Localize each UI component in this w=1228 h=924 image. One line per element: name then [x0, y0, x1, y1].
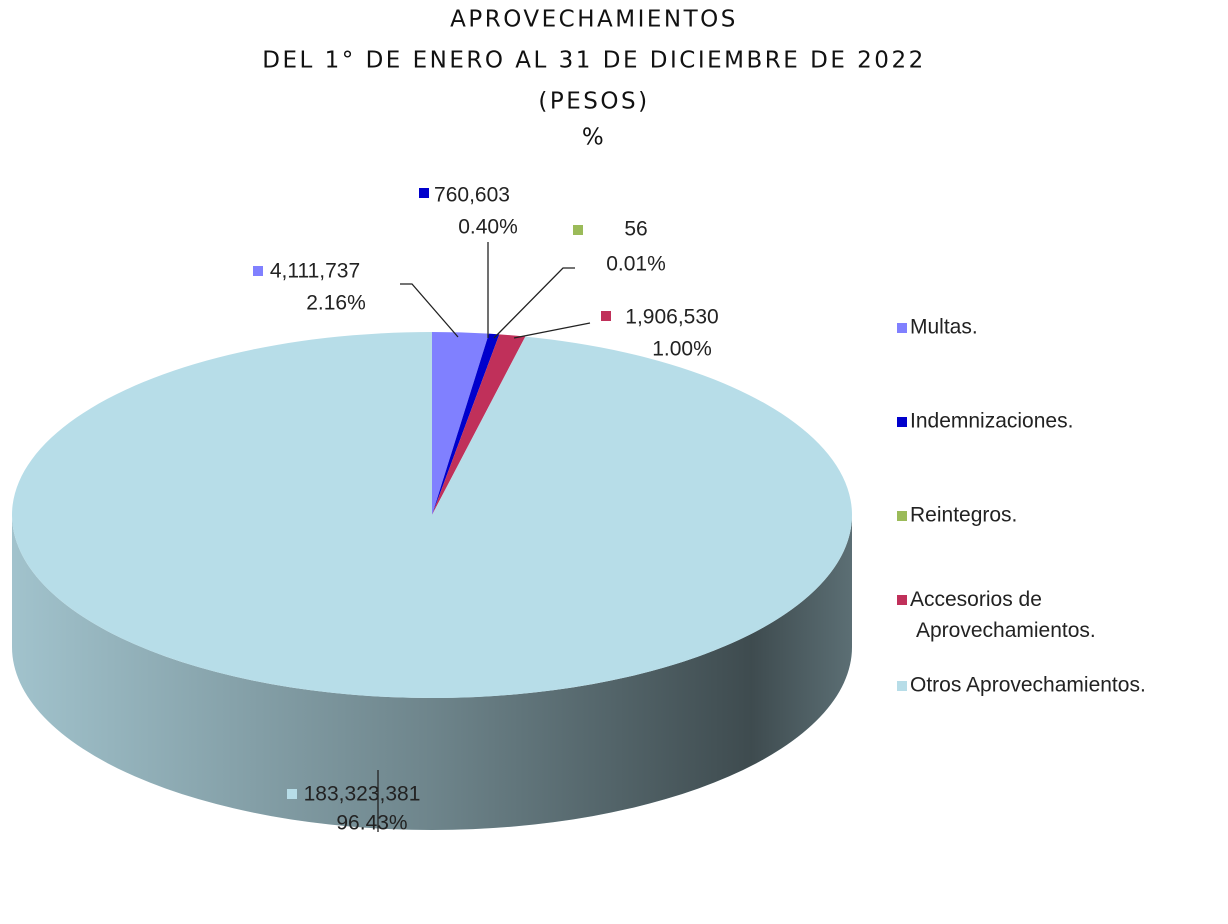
slice — [432, 332, 489, 515]
slice — [432, 333, 500, 515]
chart-subtitle: % — [582, 125, 606, 151]
slice — [432, 334, 526, 515]
percent-label: 0.40% — [458, 216, 518, 239]
percent-label: 0.01% — [606, 253, 666, 276]
value-label: 1,906,530 — [625, 306, 718, 329]
legend-label: Accesorios de Aprovechamientos. — [910, 588, 1096, 642]
label-key — [253, 266, 263, 276]
legend-swatch — [897, 595, 907, 605]
legend-label: Indemnizaciones. — [910, 410, 1073, 433]
value-label: 4,111,737 — [270, 260, 360, 283]
legend-swatch — [897, 323, 907, 333]
leader-line — [400, 283, 459, 338]
legend-label: Multas. — [910, 316, 978, 339]
legend-label: Reintegros. — [910, 504, 1017, 527]
chart-subtitle: DEL 1° DE ENERO AL 31 DE DICIEMBRE DE 20… — [262, 48, 925, 74]
value-label: 56 — [624, 218, 647, 241]
percent-label: 96.43% — [336, 812, 407, 835]
label-key — [573, 225, 583, 235]
chart-title: APROVECHAMIENTOS — [450, 7, 738, 33]
label-key — [287, 789, 297, 799]
legend-swatch — [897, 681, 907, 691]
chart-subtitle: (PESOS) — [538, 89, 649, 115]
leader-line — [513, 322, 591, 339]
slice — [432, 334, 500, 515]
percent-label: 1.00% — [652, 338, 712, 361]
legend-swatch — [897, 511, 907, 521]
side-shade — [12, 515, 852, 830]
value-label: 183,323,381 — [304, 783, 421, 806]
legend-swatch — [897, 417, 907, 427]
label-key — [419, 188, 429, 198]
legend-label: Otros Aprovechamientos. — [910, 674, 1146, 697]
leader-line — [493, 267, 575, 339]
label-key — [601, 311, 611, 321]
value-label: 760,603 — [434, 184, 510, 207]
percent-label: 2.16% — [306, 292, 366, 315]
slice — [11, 332, 852, 698]
